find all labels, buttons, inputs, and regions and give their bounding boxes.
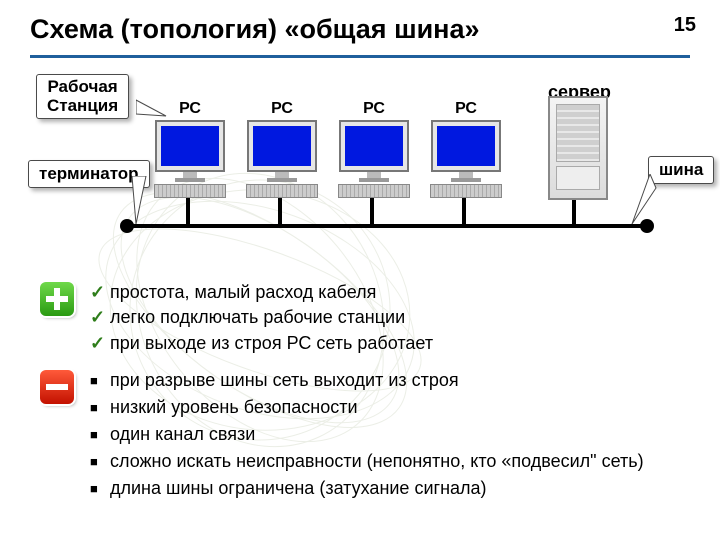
list-item: ■один канал связи — [90, 422, 680, 448]
drop-line — [278, 196, 282, 224]
server-icon — [548, 96, 608, 200]
page-number: 15 — [674, 14, 696, 37]
monitor-icon — [155, 120, 225, 172]
slide: 15 Схема (топология) «общая шина» Рабоча… — [0, 0, 720, 540]
list-item: ✓при выходе из строя РС сеть работает — [90, 331, 650, 355]
pro-text: легко подключать рабочие станции — [110, 305, 405, 329]
workstation: РС — [150, 100, 230, 198]
con-text: сложно искать неисправности (непонятно, … — [110, 449, 644, 473]
terminator-right — [640, 219, 654, 233]
con-text: длина шины ограничена (затухание сигнала… — [110, 476, 487, 500]
drop-line — [186, 196, 190, 224]
drop-foot — [179, 224, 197, 228]
bullet-icon: ■ — [90, 476, 110, 502]
drop-foot — [565, 224, 583, 228]
con-text: низкий уровень безопасности — [110, 395, 358, 419]
drop-foot — [455, 224, 473, 228]
drop-foot — [271, 224, 289, 228]
workstation-label: РС — [426, 100, 506, 118]
drop-line — [572, 198, 576, 224]
workstation-label: РС — [242, 100, 322, 118]
bullet-icon: ■ — [90, 449, 110, 475]
monitor-icon — [431, 120, 501, 172]
terminator-left — [120, 219, 134, 233]
minus-icon — [40, 370, 74, 404]
pros-list: ✓простота, малый расход кабеля✓легко под… — [90, 280, 650, 356]
pro-text: при выходе из строя РС сеть работает — [110, 331, 433, 355]
checkmark-icon: ✓ — [90, 305, 110, 329]
label-workstation: РабочаяСтанция — [36, 74, 129, 119]
list-item: ✓простота, малый расход кабеля — [90, 280, 650, 304]
drop-line — [370, 196, 374, 224]
bullet-icon: ■ — [90, 422, 110, 448]
list-item: ■длина шины ограничена (затухание сигнал… — [90, 476, 680, 502]
cons-list: ■при разрыве шины сеть выходит из строя■… — [90, 368, 680, 503]
keyboard-icon — [430, 184, 502, 198]
workstation: РС — [426, 100, 506, 198]
bullet-icon: ■ — [90, 395, 110, 421]
checkmark-icon: ✓ — [90, 280, 110, 304]
list-item: ■сложно искать неисправности (непонятно,… — [90, 449, 680, 475]
keyboard-icon — [154, 184, 226, 198]
bullet-icon: ■ — [90, 368, 110, 394]
list-item: ■низкий уровень безопасности — [90, 395, 680, 421]
workstation-label: РС — [150, 100, 230, 118]
monitor-icon — [339, 120, 409, 172]
keyboard-icon — [246, 184, 318, 198]
workstation-label: РС — [334, 100, 414, 118]
title-rule — [30, 55, 690, 58]
list-item: ■при разрыве шины сеть выходит из строя — [90, 368, 680, 394]
workstation: РС — [334, 100, 414, 198]
page-title: Схема (топология) «общая шина» — [30, 14, 480, 45]
con-text: один канал связи — [110, 422, 255, 446]
workstation: РС — [242, 100, 322, 198]
con-text: при разрыве шины сеть выходит из строя — [110, 368, 459, 392]
pro-text: простота, малый расход кабеля — [110, 280, 376, 304]
plus-icon — [40, 282, 74, 316]
list-item: ✓легко подключать рабочие станции — [90, 305, 650, 329]
drop-line — [462, 196, 466, 224]
drop-foot — [363, 224, 381, 228]
monitor-icon — [247, 120, 317, 172]
keyboard-icon — [338, 184, 410, 198]
checkmark-icon: ✓ — [90, 331, 110, 355]
